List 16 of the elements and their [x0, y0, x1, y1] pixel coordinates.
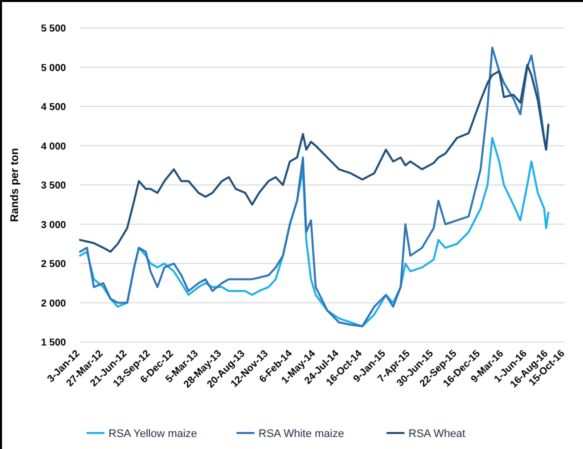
y-tick-label: 3 500	[40, 180, 66, 192]
y-tick-label: 2 500	[40, 259, 66, 270]
y-tick-label: 1 500	[40, 338, 66, 348]
line-series	[79, 46, 550, 328]
legend-label: RSA Wheat	[408, 428, 466, 440]
legend-label: RSA Yellow maize	[108, 428, 198, 440]
y-tick-label: 4 500	[40, 102, 66, 113]
y-tick-label: 3 000	[40, 220, 66, 231]
y-axis-title: Rands per ton	[9, 148, 21, 222]
y-tick-label: 4 000	[40, 141, 66, 152]
line-series	[79, 64, 550, 253]
y-tick-label: 5 000	[40, 62, 66, 74]
line-series	[79, 136, 550, 328]
y-tick-label: 5 500	[40, 24, 66, 34]
legend-label: RSA White maize	[258, 428, 344, 440]
y-tick-label: 2 000	[40, 298, 66, 310]
